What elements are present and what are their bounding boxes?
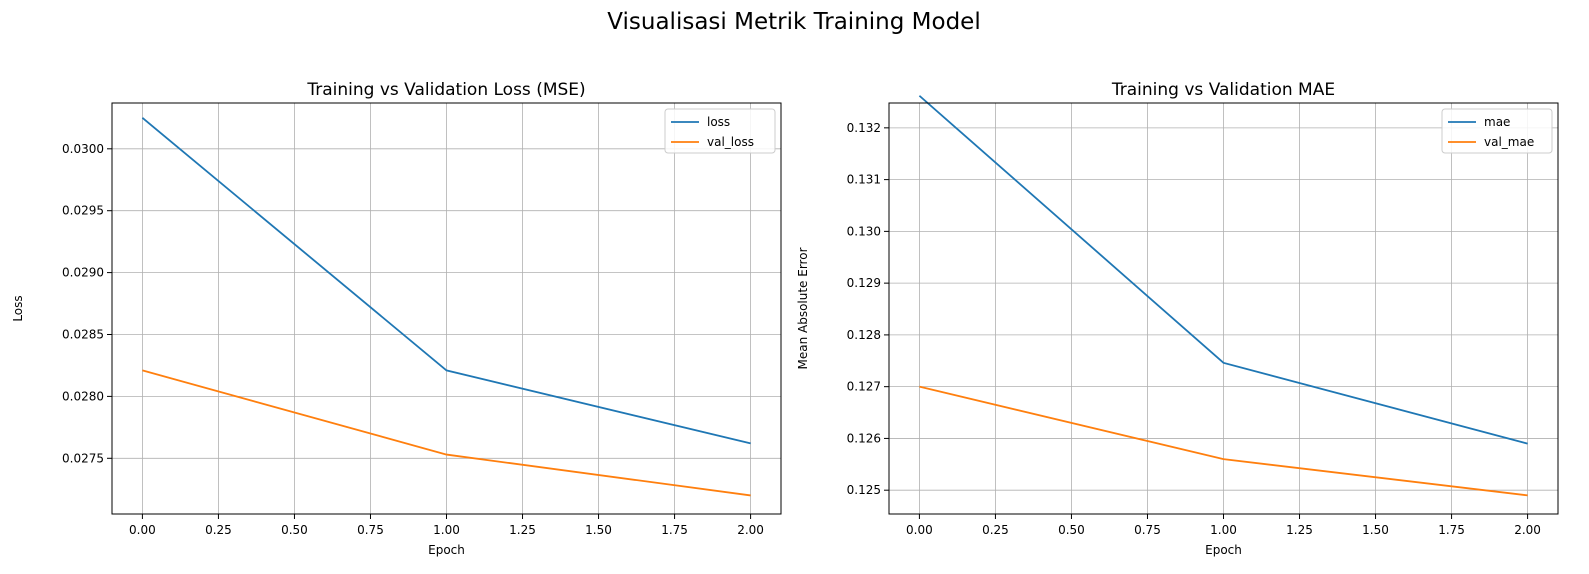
y-tick-label: 0.130	[847, 224, 881, 238]
chart-title: Training vs Validation Loss (MSE)	[306, 80, 585, 100]
figure-title: Visualisasi Metrik Training Model	[607, 9, 980, 35]
y-axis-label: Loss	[11, 295, 25, 321]
x-tick-label: 1.25	[509, 523, 536, 537]
x-tick-label: 2.00	[737, 523, 764, 537]
y-tick-label: 0.0275	[62, 451, 104, 465]
x-axis-label: Epoch	[428, 543, 465, 557]
x-tick-label: 0.75	[357, 523, 384, 537]
legend-label-loss: loss	[707, 115, 730, 129]
legend-label-mae: mae	[1484, 115, 1510, 129]
loss-chart: 0.00 0.25 0.50 0.75 1.00 1.25 1.50 1.75 2.00 0.02…	[11, 80, 782, 557]
y-tick-label: 0.132	[847, 121, 881, 135]
x-tick-label: 0.25	[982, 523, 1009, 537]
y-tick-label: 0.0300	[62, 142, 104, 156]
x-tick-label: 1.25	[1286, 523, 1313, 537]
x-tick-label: 0.50	[1058, 523, 1085, 537]
x-tick-label: 1.00	[433, 523, 460, 537]
y-tick-label: 0.131	[847, 173, 881, 187]
x-axis-label: Epoch	[1205, 543, 1242, 557]
x-tick-label: 1.75	[1438, 523, 1465, 537]
y-tick-label: 0.0295	[62, 204, 104, 218]
x-tick-label: 0.00	[129, 523, 156, 537]
x-tick-label: 0.50	[281, 523, 308, 537]
legend-label-val_mae: val_mae	[1484, 135, 1534, 149]
y-tick-label: 0.0290	[62, 266, 104, 280]
y-tick-label: 0.125	[847, 483, 881, 497]
mae-chart: 0.00 0.25 0.50 0.75 1.00 1.25 1.50 1.75 2.00 0.12…	[796, 80, 1559, 557]
y-tick-label: 0.126	[847, 431, 881, 445]
x-tick-label: 0.25	[205, 523, 232, 537]
series-line-val_mae	[919, 385, 1528, 497]
x-tick-label: 1.00	[1210, 523, 1237, 537]
y-tick-label: 0.128	[847, 328, 881, 342]
y-axis-label: Mean Absolute Error	[796, 247, 810, 369]
y-tick-label: 0.129	[847, 276, 881, 290]
x-tick-label: 2.00	[1514, 523, 1541, 537]
x-tick-label: 1.75	[661, 523, 688, 537]
x-tick-label: 0.75	[1134, 523, 1161, 537]
chart-title: Training vs Validation MAE	[1111, 80, 1335, 100]
y-tick-label: 0.127	[847, 380, 881, 394]
x-tick-label: 1.50	[585, 523, 612, 537]
series-line-val_loss	[142, 369, 751, 497]
x-tick-label: 1.50	[1362, 523, 1389, 537]
y-tick-label: 0.0280	[62, 389, 104, 403]
x-tick-label: 0.00	[906, 523, 933, 537]
series-line-loss	[141, 117, 751, 445]
y-tick-label: 0.0285	[62, 327, 104, 341]
legend-label-val_loss: val_loss	[707, 135, 754, 149]
series-line-mae	[918, 95, 1528, 445]
